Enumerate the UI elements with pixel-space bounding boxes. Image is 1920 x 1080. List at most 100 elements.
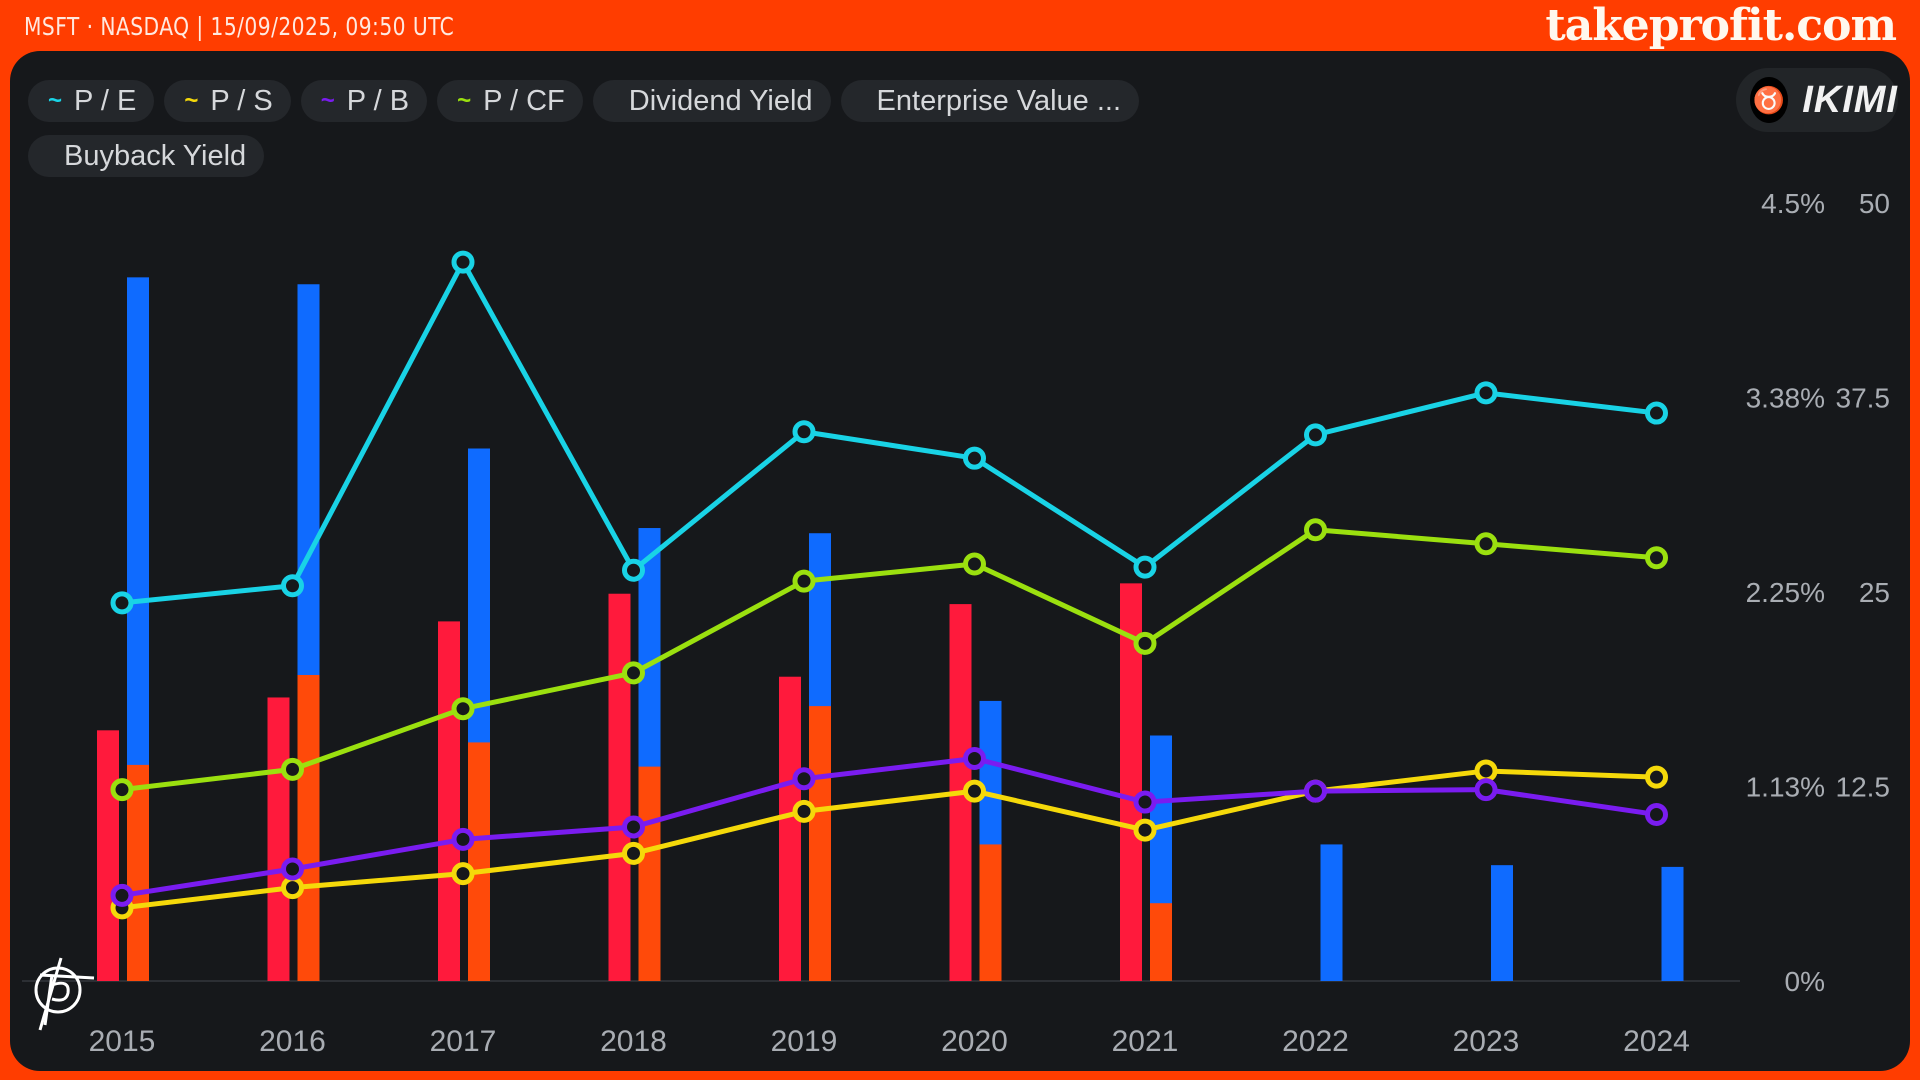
line-icon: ~	[320, 87, 335, 114]
x-axis-tick: 2015	[89, 1025, 156, 1058]
point-ps-2016[interactable]	[281, 876, 304, 900]
left-axis-tick: 2.25%	[1746, 577, 1825, 608]
bar-buyback-yield-2018[interactable]	[638, 766, 661, 981]
x-axis-tick: 2023	[1453, 1025, 1520, 1058]
point-ps-2017[interactable]	[451, 862, 475, 886]
bar-enterprise-value--2018[interactable]	[608, 593, 631, 981]
point-pb-2024[interactable]	[1645, 803, 1668, 827]
legend-label: P / CF	[483, 84, 565, 117]
x-axis-tick: 2024	[1623, 1025, 1690, 1058]
legend: ~ P / E ~ P / S ~ P / B ~ P / CF Dividend Yield E…	[28, 80, 1328, 177]
point-pb-2018[interactable]	[622, 815, 645, 839]
point-pe-2015[interactable]	[110, 591, 134, 615]
legend-chip-enterprise-value[interactable]: Enterprise Value ...	[840, 80, 1140, 122]
point-pcf-2021[interactable]	[1133, 631, 1157, 655]
point-pb-2021[interactable]	[1133, 790, 1157, 814]
left-axis-tick: 3.38%	[1746, 383, 1825, 414]
point-pb-2020[interactable]	[963, 746, 986, 770]
site-logo[interactable]: takeprofit.com	[1545, 0, 1897, 51]
x-axis-tick: 2017	[430, 1025, 497, 1058]
line-ps	[121, 768, 1657, 911]
bar-buyback-yield-2017[interactable]	[468, 742, 490, 981]
point-pe-2021[interactable]	[1133, 555, 1157, 579]
point-pe-2018[interactable]	[622, 558, 645, 582]
tp-logo-icon	[34, 957, 95, 1031]
point-pe-2016[interactable]	[281, 574, 304, 598]
legend-label: Enterprise Value ...	[876, 84, 1122, 117]
right-axis-tick: 37.5	[1836, 383, 1891, 414]
legend-label: P / B	[346, 84, 410, 117]
legend-chip-p-b[interactable]: ~ P / B	[300, 80, 428, 122]
brand-badge[interactable]: ♉ IKIMI	[1736, 68, 1898, 132]
bar-dividend-yield-2024[interactable]	[1661, 866, 1684, 981]
x-axis-tick: 2021	[1112, 1025, 1179, 1058]
x-axis-tick: 2018	[600, 1025, 667, 1058]
point-pe-2017[interactable]	[451, 250, 475, 274]
legend-chip-dividend-yield[interactable]: Dividend Yield	[592, 80, 831, 122]
right-axis-tick: 12.5	[1836, 772, 1891, 803]
legend-chip-buyback-yield[interactable]: Buyback Yield	[28, 135, 265, 177]
x-axis-tick: 2019	[771, 1025, 838, 1058]
left-axis-tick: 1.13%	[1746, 772, 1825, 803]
left-axis-tick: 4.5%	[1761, 188, 1825, 219]
legend-chip-p-s[interactable]: ~ P / S	[164, 80, 291, 122]
x-axis-tick: 2020	[941, 1025, 1008, 1058]
legend-chip-p-e[interactable]: ~ P / E	[28, 80, 155, 122]
brand-name: IKIMI	[1802, 78, 1898, 121]
point-pcf-2016[interactable]	[281, 757, 304, 781]
bar-dividend-yield-2023[interactable]	[1491, 865, 1513, 981]
point-pe-2020[interactable]	[963, 446, 986, 470]
bar-buyback-yield-2015[interactable]	[127, 764, 149, 981]
point-ps-2019[interactable]	[792, 799, 816, 823]
bar-buyback-yield-2020[interactable]	[979, 844, 1002, 981]
line-pb	[121, 755, 1657, 898]
point-pe-2024[interactable]	[1645, 401, 1668, 425]
bar-dividend-yield-2022[interactable]	[1320, 844, 1343, 981]
bar-enterprise-value--2016[interactable]	[267, 697, 290, 981]
legend-label: P / S	[210, 84, 273, 117]
legend-label: P / E	[74, 84, 137, 117]
left-axis-tick: 0%	[1785, 966, 1825, 997]
point-pcf-2019[interactable]	[792, 569, 816, 593]
point-pcf-2018[interactable]	[622, 661, 645, 685]
point-pb-2023[interactable]	[1474, 778, 1498, 802]
point-ps-2021[interactable]	[1133, 818, 1157, 842]
point-pb-2019[interactable]	[792, 767, 816, 791]
bar-buyback-yield-2019[interactable]	[809, 706, 831, 981]
point-pcf-2023[interactable]	[1474, 532, 1498, 556]
ticker-header: MSFT · NASDAQ | 15/09/2025, 09:50 UTC	[24, 12, 455, 41]
point-pb-2016[interactable]	[281, 857, 304, 881]
right-axis-tick: 25	[1859, 577, 1890, 608]
point-pcf-2017[interactable]	[451, 697, 475, 721]
point-pb-2017[interactable]	[451, 827, 475, 851]
legend-chip-p-cf[interactable]: ~ P / CF	[437, 80, 583, 122]
point-ps-2018[interactable]	[622, 841, 645, 865]
point-pcf-2024[interactable]	[1645, 546, 1668, 570]
bar-enterprise-value--2021[interactable]	[1120, 583, 1142, 981]
point-ps-2023[interactable]	[1474, 759, 1498, 783]
bar-enterprise-value--2017[interactable]	[438, 621, 460, 981]
point-pcf-2015[interactable]	[110, 778, 134, 802]
point-ps-2024[interactable]	[1645, 765, 1668, 789]
bull-icon: ♉	[1750, 77, 1789, 123]
point-pe-2023[interactable]	[1474, 381, 1498, 405]
bar-buyback-yield-2016[interactable]	[297, 674, 320, 981]
legend-label: Buyback Yield	[64, 139, 247, 172]
point-pb-2015[interactable]	[110, 883, 134, 907]
legend-label: Dividend Yield	[628, 84, 813, 117]
point-pcf-2020[interactable]	[963, 552, 986, 576]
line-pcf	[121, 527, 1657, 793]
right-axis-tick: 50	[1859, 188, 1890, 219]
point-pcf-2022[interactable]	[1304, 518, 1327, 542]
point-ps-2020[interactable]	[963, 779, 986, 803]
line-pe	[121, 259, 1657, 606]
bar-enterprise-value--2019[interactable]	[779, 676, 801, 981]
point-pb-2022[interactable]	[1304, 779, 1327, 803]
bar-buyback-yield-2021[interactable]	[1150, 903, 1172, 981]
point-pe-2019[interactable]	[792, 420, 816, 444]
point-pe-2022[interactable]	[1304, 423, 1327, 447]
line-icon: ~	[184, 87, 199, 114]
bar-enterprise-value--2015[interactable]	[97, 730, 119, 981]
line-icon: ~	[48, 87, 63, 114]
